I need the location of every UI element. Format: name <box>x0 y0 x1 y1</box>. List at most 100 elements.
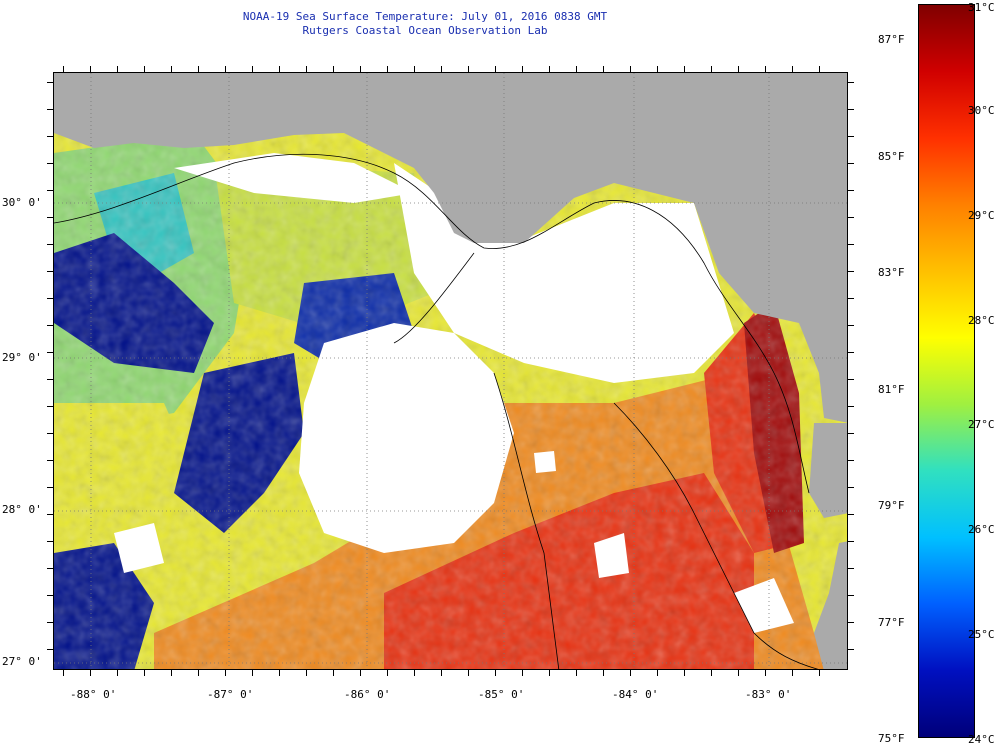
tick-top <box>711 66 712 72</box>
tick-bottom <box>657 670 658 676</box>
tick-bottom <box>171 670 172 676</box>
lat-label-29: 29° 0' <box>2 351 42 364</box>
tick-right <box>848 109 854 110</box>
tick-bottom <box>90 670 91 676</box>
tick-bottom <box>522 670 523 676</box>
map-title: NOAA-19 Sea Surface Temperature: July 01… <box>0 10 850 38</box>
tick-bottom <box>63 670 64 676</box>
tick-right <box>848 379 854 380</box>
tick-left <box>47 406 53 407</box>
tick-right <box>848 244 854 245</box>
cloud-small-3 <box>734 578 794 633</box>
tick-bottom <box>279 670 280 676</box>
tick-bottom <box>603 670 604 676</box>
tick-left <box>47 217 53 218</box>
lon-label-84: -84° 0' <box>612 688 659 701</box>
tick-top <box>414 66 415 72</box>
tick-left <box>47 595 53 596</box>
tick-right <box>848 163 854 164</box>
lon-label-83: -83° 0' <box>745 688 792 701</box>
lat-label-30: 30° 0' <box>2 196 42 209</box>
tick-top <box>387 66 388 72</box>
tick-bottom <box>252 670 253 676</box>
tick-bottom <box>819 670 820 676</box>
tick-left <box>47 109 53 110</box>
cb-f-75: 75°F <box>878 732 905 745</box>
cloud-small-1 <box>594 533 629 578</box>
tick-bottom <box>738 670 739 676</box>
tick-right <box>848 622 854 623</box>
tick-right <box>848 568 854 569</box>
tick-left <box>47 82 53 83</box>
cb-f-81: 81°F <box>878 383 905 396</box>
tick-top <box>657 66 658 72</box>
tick-right <box>848 271 854 272</box>
tick-left <box>47 514 53 515</box>
tick-right <box>848 487 854 488</box>
land-north <box>54 73 847 423</box>
tick-bottom <box>468 670 469 676</box>
tick-left <box>47 460 53 461</box>
lon-label-87: -87° 0' <box>207 688 254 701</box>
tick-left <box>47 541 53 542</box>
tick-top <box>603 66 604 72</box>
cb-f-79: 79°F <box>878 499 905 512</box>
tick-left <box>47 190 53 191</box>
tick-left <box>47 271 53 272</box>
tick-left <box>47 622 53 623</box>
tick-right <box>848 433 854 434</box>
tick-top <box>468 66 469 72</box>
tick-bottom <box>225 670 226 676</box>
tick-bottom <box>360 670 361 676</box>
graticule <box>54 73 847 669</box>
tick-top <box>252 66 253 72</box>
tick-right <box>848 406 854 407</box>
tick-bottom <box>684 670 685 676</box>
tick-top <box>198 66 199 72</box>
cb-f-77: 77°F <box>878 616 905 629</box>
lat-label-27: 27° 0' <box>2 655 42 668</box>
tick-top <box>819 66 820 72</box>
tick-left <box>47 352 53 353</box>
cb-c-28: 28°C <box>968 314 995 327</box>
cb-c-26: 26°C <box>968 523 995 536</box>
tick-bottom <box>441 670 442 676</box>
tick-left <box>47 325 53 326</box>
cb-c-31: 31°C <box>968 1 995 14</box>
tick-bottom <box>792 670 793 676</box>
tick-top <box>225 66 226 72</box>
tick-bottom <box>576 670 577 676</box>
cb-c-27: 27°C <box>968 418 995 431</box>
lat-label-28: 28° 0' <box>2 503 42 516</box>
state-boundary <box>393 252 560 669</box>
cloud-north-central <box>394 163 734 383</box>
cb-c-25: 25°C <box>968 628 995 641</box>
tick-left <box>47 136 53 137</box>
tick-right <box>848 325 854 326</box>
tick-bottom <box>387 670 388 676</box>
cb-f-85: 85°F <box>878 150 905 163</box>
tick-top <box>630 66 631 72</box>
tick-top <box>684 66 685 72</box>
coastline <box>54 153 810 494</box>
tick-right <box>848 217 854 218</box>
tick-right <box>848 514 854 515</box>
tick-right <box>848 541 854 542</box>
cb-c-29: 29°C <box>968 209 995 222</box>
lon-label-85: -85° 0' <box>478 688 525 701</box>
cloud-north-band <box>174 153 414 203</box>
sst-map <box>53 72 848 670</box>
tick-top <box>90 66 91 72</box>
temperature-colorbar <box>918 4 975 738</box>
land-se <box>814 541 847 669</box>
tick-top <box>63 66 64 72</box>
tick-right <box>848 298 854 299</box>
tick-top <box>495 66 496 72</box>
tick-bottom <box>711 670 712 676</box>
tick-left <box>47 649 53 650</box>
cloud-large-eddy <box>299 323 514 553</box>
tick-bottom <box>765 670 766 676</box>
tick-top <box>117 66 118 72</box>
tick-top <box>765 66 766 72</box>
cloud-small-4 <box>114 523 164 573</box>
